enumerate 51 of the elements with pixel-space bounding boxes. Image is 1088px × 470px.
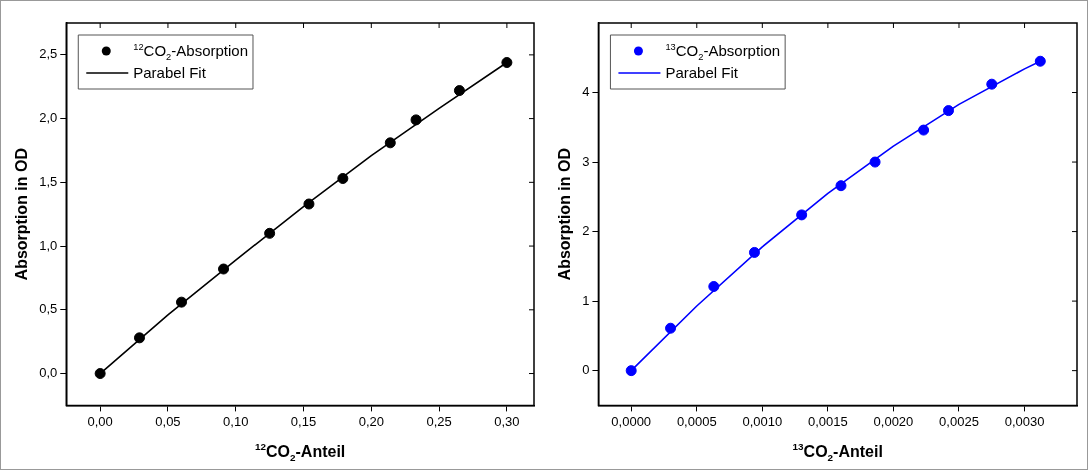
point — [384, 137, 396, 149]
x-tick-label: 0,25 — [426, 413, 452, 429]
y-tick-label: 1,5 — [39, 173, 58, 189]
point — [303, 198, 315, 210]
y-tick-label: 0 — [582, 362, 590, 378]
point — [748, 246, 760, 258]
point — [337, 173, 349, 185]
y-tick-label: 0,5 — [39, 301, 58, 317]
y-axis-title: Absorption in OD — [556, 147, 574, 281]
y-tick-label: 1,0 — [39, 237, 58, 253]
point — [1034, 55, 1046, 67]
point — [453, 85, 465, 97]
point — [94, 368, 106, 380]
point — [708, 281, 720, 293]
x-tick-label: 0,15 — [290, 413, 317, 429]
y-axis-title: Absorption in OD — [13, 147, 31, 281]
y-tick-label: 2,5 — [39, 46, 58, 62]
x-tick-label: 0,05 — [155, 413, 181, 429]
point — [796, 209, 808, 221]
point — [218, 263, 230, 275]
x-tick-label: 0,0000 — [611, 413, 652, 429]
point — [918, 124, 930, 136]
point — [133, 332, 145, 344]
point — [869, 156, 881, 168]
x-tick-label: 0,0020 — [873, 413, 914, 429]
y-tick-label: 2 — [582, 223, 590, 239]
x-tick-label: 0,0015 — [808, 413, 848, 429]
x-tick-label: 0,0030 — [1004, 413, 1045, 429]
point — [625, 365, 637, 377]
point — [665, 322, 677, 334]
x-tick-label: 0,0010 — [742, 413, 783, 429]
x-tick-label: 0,10 — [223, 413, 249, 429]
x-tick-label: 0,0025 — [939, 413, 979, 429]
y-tick-label: 1 — [582, 292, 590, 308]
point — [176, 296, 188, 308]
x-tick-label: 0,00 — [87, 413, 113, 429]
y-tick-label: 4 — [582, 84, 590, 100]
point — [410, 114, 422, 126]
legend-label: Parabel Fit — [665, 64, 739, 81]
point — [986, 78, 998, 90]
y-tick-label: 0,0 — [39, 365, 58, 381]
point — [835, 180, 847, 192]
y-tick-label: 2,0 — [39, 110, 58, 126]
point — [943, 105, 955, 117]
point — [264, 227, 276, 239]
point — [501, 57, 513, 69]
x-tick-label: 0,20 — [358, 413, 384, 429]
x-tick-label: 0,0005 — [676, 413, 717, 429]
y-tick-label: 3 — [582, 153, 590, 169]
x-tick-label: 0,30 — [494, 413, 520, 429]
legend-label: Parabel Fit — [133, 64, 207, 81]
